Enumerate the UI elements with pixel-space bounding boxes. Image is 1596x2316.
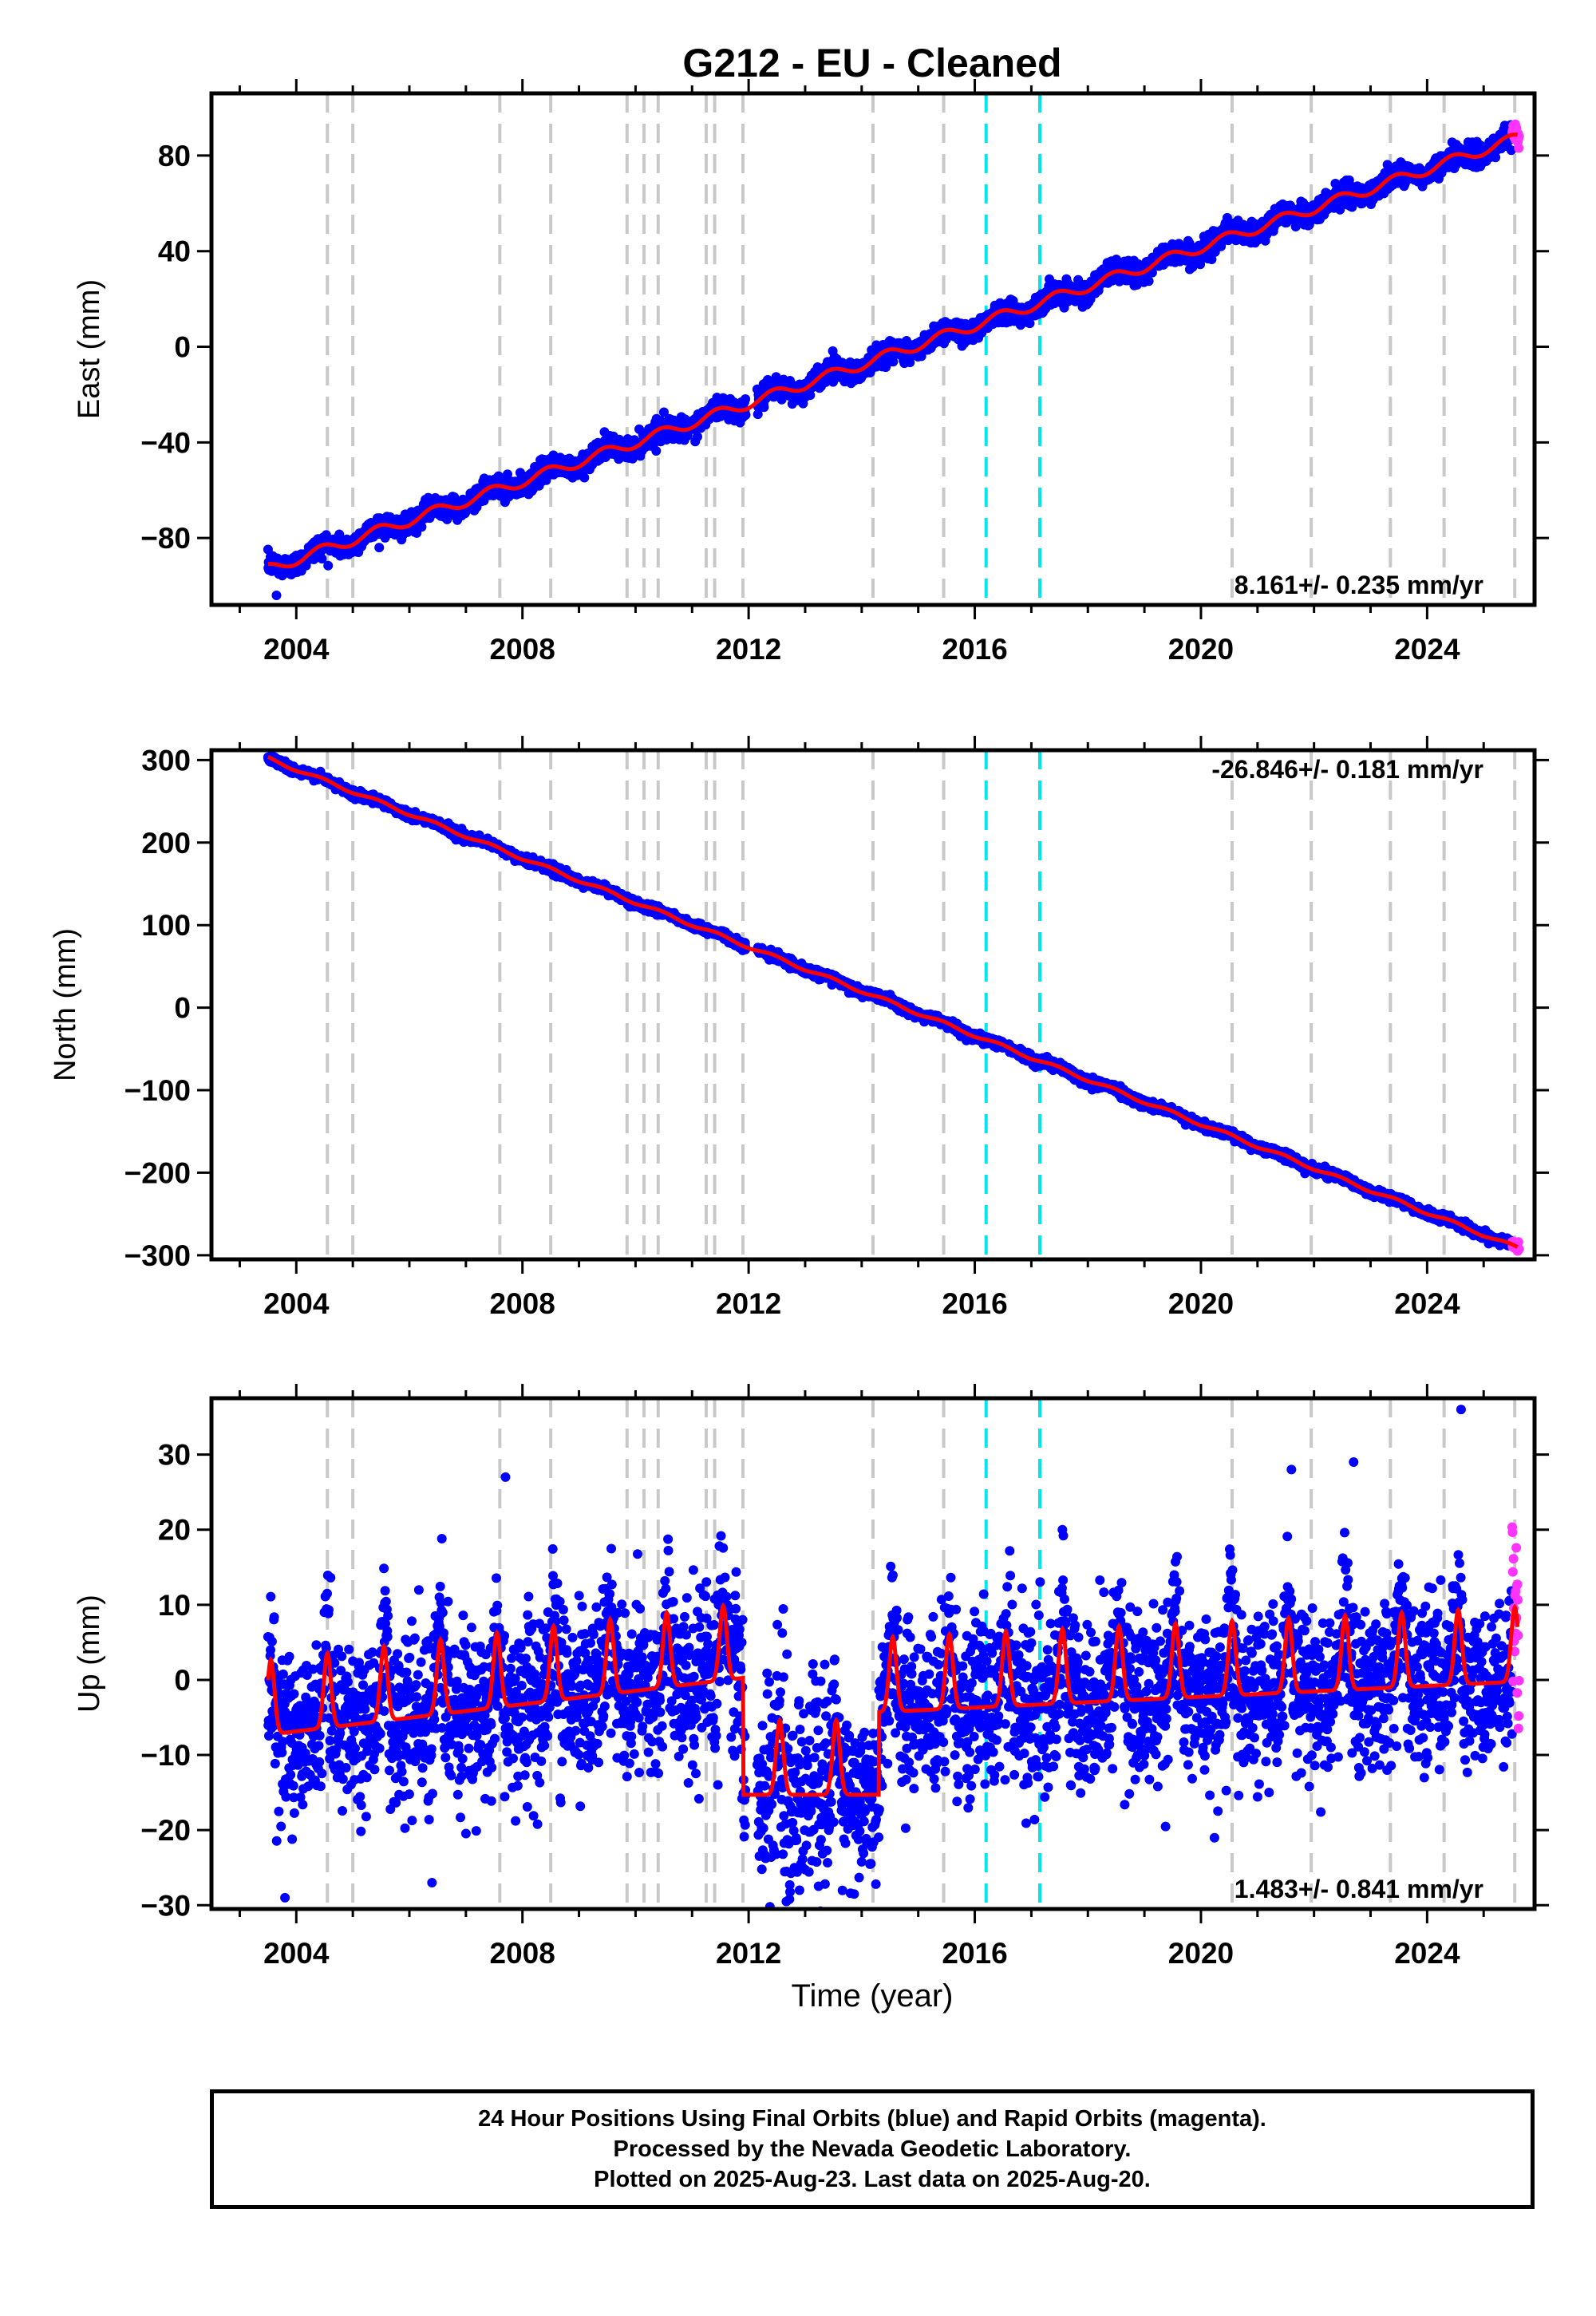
plot-area-north	[263, 750, 1524, 1259]
final-point	[417, 522, 427, 532]
y-tick-label: 0	[174, 331, 191, 364]
y-axis-label-east: East (mm)	[73, 279, 106, 419]
panel-north: 2004 2008 2012 2016 2020 2024−300−200−1000100…	[49, 736, 1549, 1320]
y-tick-label: 40	[158, 235, 191, 268]
x-tick-label: 2008	[490, 633, 555, 666]
final-point	[693, 432, 702, 442]
points-east	[263, 119, 1524, 601]
final-point	[503, 469, 512, 480]
rapid-point	[1514, 143, 1524, 153]
final-point	[759, 402, 769, 413]
final-point	[659, 407, 669, 417]
final-point	[741, 409, 751, 420]
final-point	[651, 446, 662, 456]
x-tick-label: 2020	[1168, 633, 1234, 666]
x-tick-label: 2016	[942, 633, 1007, 666]
x-tick-label: 2024	[1394, 633, 1460, 666]
plot-area-east	[263, 93, 1524, 605]
y-tick-label: −80	[140, 522, 191, 555]
final-point	[753, 409, 763, 420]
final-point	[317, 554, 327, 564]
panel-east: 2004 2008 2012 2016 2020 2024 −80 −40 0 40 80 East …	[73, 79, 1549, 666]
outlier-point	[271, 591, 282, 601]
y-tick-label: −40	[140, 426, 191, 459]
final-point	[1144, 276, 1154, 287]
x-tick-label: 2012	[716, 633, 781, 666]
y-tick-label: 80	[158, 140, 191, 172]
chart-title: G212 - EU - Cleaned	[682, 41, 1061, 85]
x-tick-label: 2004	[263, 633, 330, 666]
rate-label-east: 8.161+/- 0.235 mm/yr	[1235, 571, 1483, 599]
final-point	[741, 394, 751, 404]
final-point	[579, 472, 590, 483]
final-point	[374, 543, 385, 553]
final-point	[323, 560, 334, 571]
final-point	[334, 529, 345, 539]
